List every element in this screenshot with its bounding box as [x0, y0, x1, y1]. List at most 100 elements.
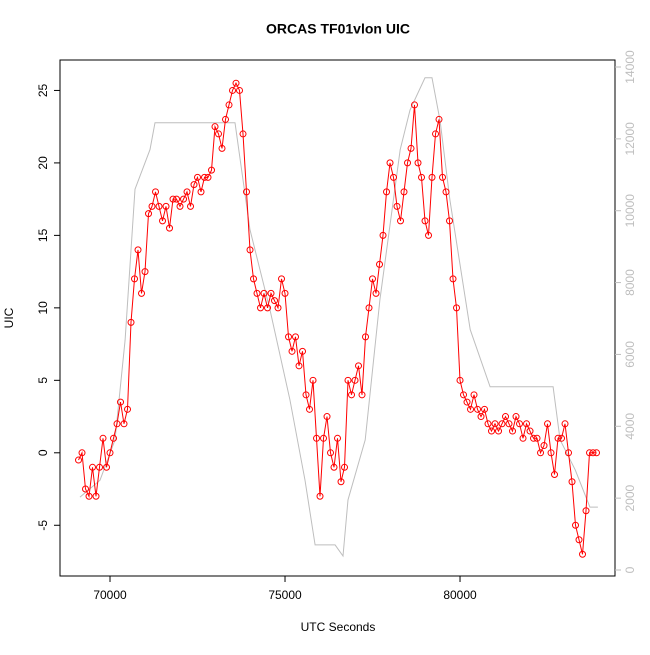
y2-tick-label: 14000 [623, 50, 637, 84]
data-point [477, 413, 485, 421]
data-point [351, 376, 359, 384]
y-tick-label: 0 [36, 449, 50, 456]
data-point [92, 492, 100, 500]
data-point [442, 188, 450, 196]
data-point [134, 246, 142, 254]
data-point [551, 471, 559, 479]
y-tick-label: -5 [36, 520, 50, 531]
data-point [502, 413, 510, 421]
data-point [540, 442, 548, 450]
data-point [397, 217, 405, 225]
data-point [554, 434, 562, 442]
data-point [82, 485, 90, 493]
data-point [484, 420, 492, 428]
data-point [204, 173, 212, 181]
data-point [267, 289, 275, 297]
data-point [138, 289, 146, 297]
data-point [176, 202, 184, 210]
data-point [99, 434, 107, 442]
data-point [292, 333, 300, 341]
data-point [390, 173, 398, 181]
data-point [208, 166, 216, 174]
data-point [316, 492, 324, 500]
data-point [362, 333, 370, 341]
data-point [103, 463, 111, 471]
data-point [250, 275, 258, 283]
y-tick-label: 15 [36, 228, 50, 242]
data-point [593, 449, 601, 457]
data-point [428, 173, 436, 181]
data-point [463, 398, 471, 406]
data-point [215, 130, 223, 138]
data-point [470, 391, 478, 399]
data-point [313, 434, 321, 442]
data-point [229, 86, 237, 94]
data-point [523, 420, 531, 428]
data-point [127, 318, 135, 326]
data-point [393, 202, 401, 210]
data-point [257, 304, 265, 312]
data-point [113, 420, 121, 428]
data-point [344, 376, 352, 384]
data-point [159, 217, 167, 225]
plot-frame [59, 59, 616, 577]
data-point [155, 202, 163, 210]
data-point [110, 434, 118, 442]
data-point [285, 333, 293, 341]
data-point [383, 188, 391, 196]
data-point [85, 492, 93, 500]
data-point [418, 173, 426, 181]
data-point [439, 173, 447, 181]
y2-tick-label: 4000 [623, 413, 637, 440]
data-point [547, 449, 555, 457]
data-point [530, 434, 538, 442]
data-point [456, 376, 464, 384]
data-point [194, 173, 202, 181]
data-point [173, 195, 181, 203]
data-point [271, 297, 279, 305]
data-point [337, 478, 345, 486]
data-point [505, 420, 513, 428]
data-point [330, 463, 338, 471]
y2-tick-label: 6000 [623, 341, 637, 368]
data-point [519, 434, 527, 442]
data-point [365, 304, 373, 312]
data-point [78, 449, 86, 457]
data-point [376, 260, 384, 268]
data-point [106, 449, 114, 457]
data-point [446, 217, 454, 225]
data-point [572, 521, 580, 529]
data-point [190, 181, 198, 189]
data-point [414, 159, 422, 167]
data-point [299, 347, 307, 355]
data-point [187, 202, 195, 210]
data-point [260, 289, 268, 297]
data-point [246, 246, 254, 254]
x-tick-label: 80000 [443, 588, 477, 602]
data-point [131, 275, 139, 283]
data-point [124, 405, 132, 413]
data-point [222, 115, 230, 123]
y-axis-label: UIC [2, 307, 16, 328]
data-point [183, 188, 191, 196]
data-point [474, 405, 482, 413]
data-point [120, 420, 128, 428]
data-point [498, 420, 506, 428]
data-point [558, 434, 566, 442]
data-point [236, 86, 244, 94]
data-point [372, 289, 380, 297]
y2-tick-label: 12000 [623, 122, 637, 156]
data-point [435, 115, 443, 123]
data-point [526, 427, 534, 435]
data-point [75, 456, 83, 464]
data-point [432, 130, 440, 138]
data-point [180, 195, 188, 203]
data-point [491, 420, 499, 428]
data-point [341, 463, 349, 471]
data-point [495, 427, 503, 435]
data-point [89, 463, 97, 471]
data-point [148, 202, 156, 210]
data-point [334, 434, 342, 442]
data-point [243, 188, 251, 196]
